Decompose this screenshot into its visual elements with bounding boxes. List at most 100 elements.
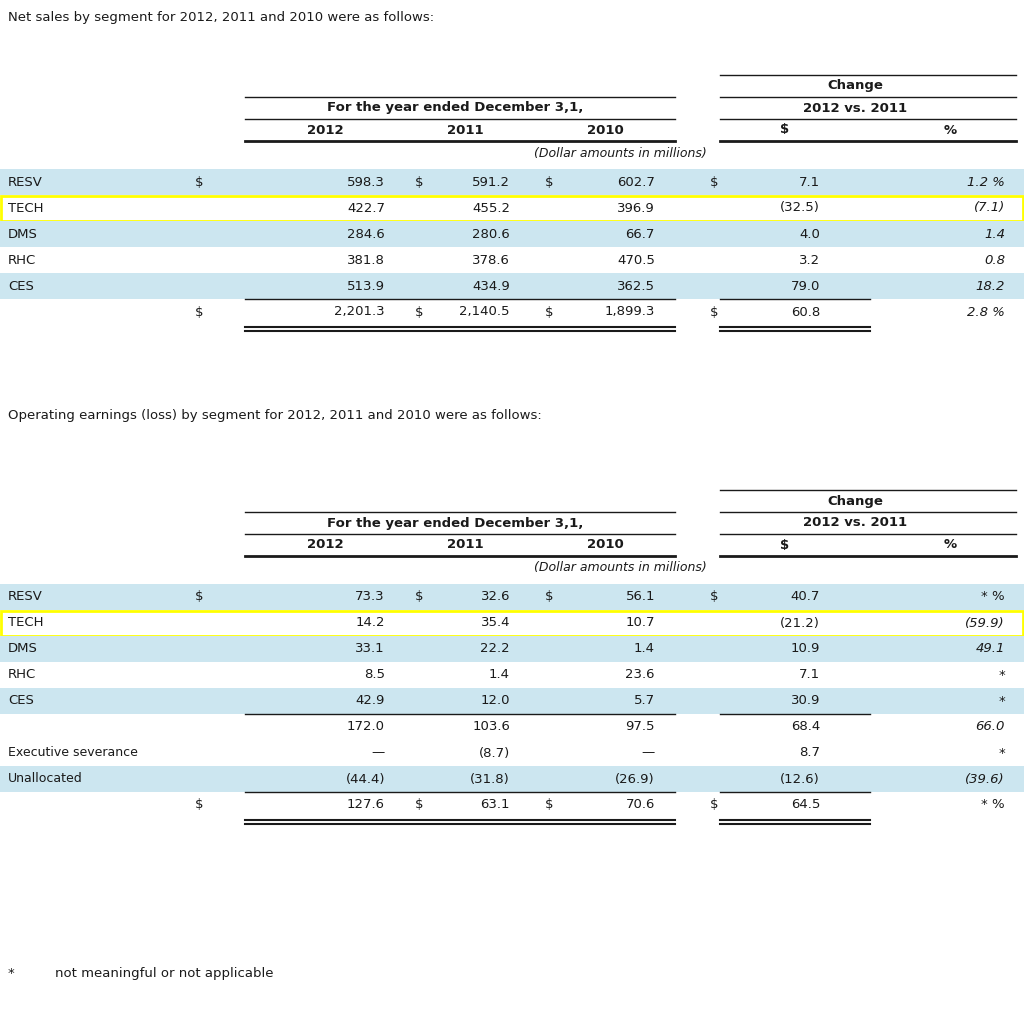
Text: DMS: DMS bbox=[8, 228, 38, 241]
Text: 513.9: 513.9 bbox=[347, 279, 385, 293]
Text: 49.1: 49.1 bbox=[976, 642, 1005, 655]
Text: CES: CES bbox=[8, 279, 34, 293]
Text: $: $ bbox=[415, 176, 424, 189]
Text: Net sales by segment for 2012, 2011 and 2010 were as follows:: Net sales by segment for 2012, 2011 and … bbox=[8, 11, 434, 24]
Bar bbox=[0, 195, 1024, 221]
Text: 42.9: 42.9 bbox=[355, 695, 385, 707]
Text: (59.9): (59.9) bbox=[966, 617, 1005, 630]
Text: (12.6): (12.6) bbox=[780, 772, 820, 785]
Text: 591.2: 591.2 bbox=[472, 176, 510, 189]
Text: (31.8): (31.8) bbox=[470, 772, 510, 785]
Text: TECH: TECH bbox=[8, 201, 43, 214]
Text: 7.1: 7.1 bbox=[799, 176, 820, 189]
Text: 0.8: 0.8 bbox=[984, 254, 1005, 266]
Bar bbox=[0, 636, 1024, 662]
Text: 470.5: 470.5 bbox=[617, 254, 655, 266]
Text: 79.0: 79.0 bbox=[791, 279, 820, 293]
Text: For the year ended December 3,1,: For the year ended December 3,1, bbox=[327, 516, 584, 529]
Text: —: — bbox=[642, 747, 655, 760]
Bar bbox=[1, 195, 1023, 220]
Text: For the year ended December 3,1,: For the year ended December 3,1, bbox=[327, 102, 584, 115]
Text: Operating earnings (loss) by segment for 2012, 2011 and 2010 were as follows:: Operating earnings (loss) by segment for… bbox=[8, 408, 542, 422]
Bar bbox=[0, 584, 1024, 610]
Text: 60.8: 60.8 bbox=[791, 306, 820, 318]
Text: 40.7: 40.7 bbox=[791, 590, 820, 604]
Text: $: $ bbox=[415, 799, 424, 812]
Bar bbox=[0, 273, 1024, 299]
Text: Change: Change bbox=[827, 79, 883, 92]
Text: (Dollar amounts in millions): (Dollar amounts in millions) bbox=[534, 562, 707, 574]
Text: 1.4: 1.4 bbox=[489, 669, 510, 682]
Text: *: * bbox=[8, 967, 14, 980]
Text: 4.0: 4.0 bbox=[799, 228, 820, 241]
Text: 396.9: 396.9 bbox=[617, 201, 655, 214]
Text: 35.4: 35.4 bbox=[480, 617, 510, 630]
Text: Change: Change bbox=[827, 495, 883, 508]
Bar bbox=[0, 714, 1024, 740]
Bar bbox=[0, 740, 1024, 766]
Text: 2010: 2010 bbox=[587, 124, 624, 136]
Text: $: $ bbox=[195, 590, 204, 604]
Text: $: $ bbox=[710, 590, 719, 604]
Text: $: $ bbox=[710, 176, 719, 189]
Text: 1.4: 1.4 bbox=[634, 642, 655, 655]
Text: (39.6): (39.6) bbox=[966, 772, 1005, 785]
Text: 1,899.3: 1,899.3 bbox=[604, 306, 655, 318]
Text: 63.1: 63.1 bbox=[480, 799, 510, 812]
Text: $: $ bbox=[710, 306, 719, 318]
Text: CES: CES bbox=[8, 695, 34, 707]
Text: not meaningful or not applicable: not meaningful or not applicable bbox=[55, 967, 273, 980]
Bar bbox=[1, 611, 1023, 635]
Text: (21.2): (21.2) bbox=[780, 617, 820, 630]
Text: 10.7: 10.7 bbox=[626, 617, 655, 630]
Text: 2012: 2012 bbox=[306, 124, 343, 136]
Text: $: $ bbox=[545, 176, 554, 189]
Text: * %: * % bbox=[981, 590, 1005, 604]
Text: *: * bbox=[998, 747, 1005, 760]
Bar bbox=[0, 766, 1024, 792]
Text: * %: * % bbox=[981, 799, 1005, 812]
Text: DMS: DMS bbox=[8, 642, 38, 655]
Text: 2012 vs. 2011: 2012 vs. 2011 bbox=[803, 516, 907, 529]
Text: RESV: RESV bbox=[8, 176, 43, 189]
Text: 280.6: 280.6 bbox=[472, 228, 510, 241]
Text: 8.7: 8.7 bbox=[799, 747, 820, 760]
Text: 14.2: 14.2 bbox=[355, 617, 385, 630]
Text: 12.0: 12.0 bbox=[480, 695, 510, 707]
Text: 97.5: 97.5 bbox=[626, 720, 655, 734]
Bar bbox=[0, 662, 1024, 688]
Text: 70.6: 70.6 bbox=[626, 799, 655, 812]
Text: 127.6: 127.6 bbox=[347, 799, 385, 812]
Text: 1.4: 1.4 bbox=[984, 228, 1005, 241]
Text: $: $ bbox=[545, 799, 554, 812]
Text: 32.6: 32.6 bbox=[480, 590, 510, 604]
Text: 2,140.5: 2,140.5 bbox=[460, 306, 510, 318]
Text: 172.0: 172.0 bbox=[347, 720, 385, 734]
Text: 2012 vs. 2011: 2012 vs. 2011 bbox=[803, 102, 907, 115]
Text: 18.2: 18.2 bbox=[976, 279, 1005, 293]
Text: RESV: RESV bbox=[8, 590, 43, 604]
Text: 422.7: 422.7 bbox=[347, 201, 385, 214]
Text: $: $ bbox=[545, 590, 554, 604]
Text: $: $ bbox=[195, 799, 204, 812]
Text: $: $ bbox=[780, 124, 790, 136]
Text: $: $ bbox=[710, 799, 719, 812]
Text: 2011: 2011 bbox=[446, 124, 483, 136]
Text: 2.8 %: 2.8 % bbox=[967, 306, 1005, 318]
Text: 2010: 2010 bbox=[587, 538, 624, 552]
Bar bbox=[0, 688, 1024, 714]
Text: *: * bbox=[998, 669, 1005, 682]
Text: 30.9: 30.9 bbox=[791, 695, 820, 707]
Text: $: $ bbox=[415, 590, 424, 604]
Text: %: % bbox=[943, 124, 956, 136]
Text: $: $ bbox=[545, 306, 554, 318]
Text: 33.1: 33.1 bbox=[355, 642, 385, 655]
Text: (7.1): (7.1) bbox=[974, 201, 1005, 214]
Text: 7.1: 7.1 bbox=[799, 669, 820, 682]
Text: $: $ bbox=[780, 538, 790, 552]
Text: (32.5): (32.5) bbox=[780, 201, 820, 214]
Text: RHC: RHC bbox=[8, 669, 36, 682]
Text: 68.4: 68.4 bbox=[791, 720, 820, 734]
Text: Executive severance: Executive severance bbox=[8, 747, 138, 760]
Bar bbox=[0, 247, 1024, 273]
